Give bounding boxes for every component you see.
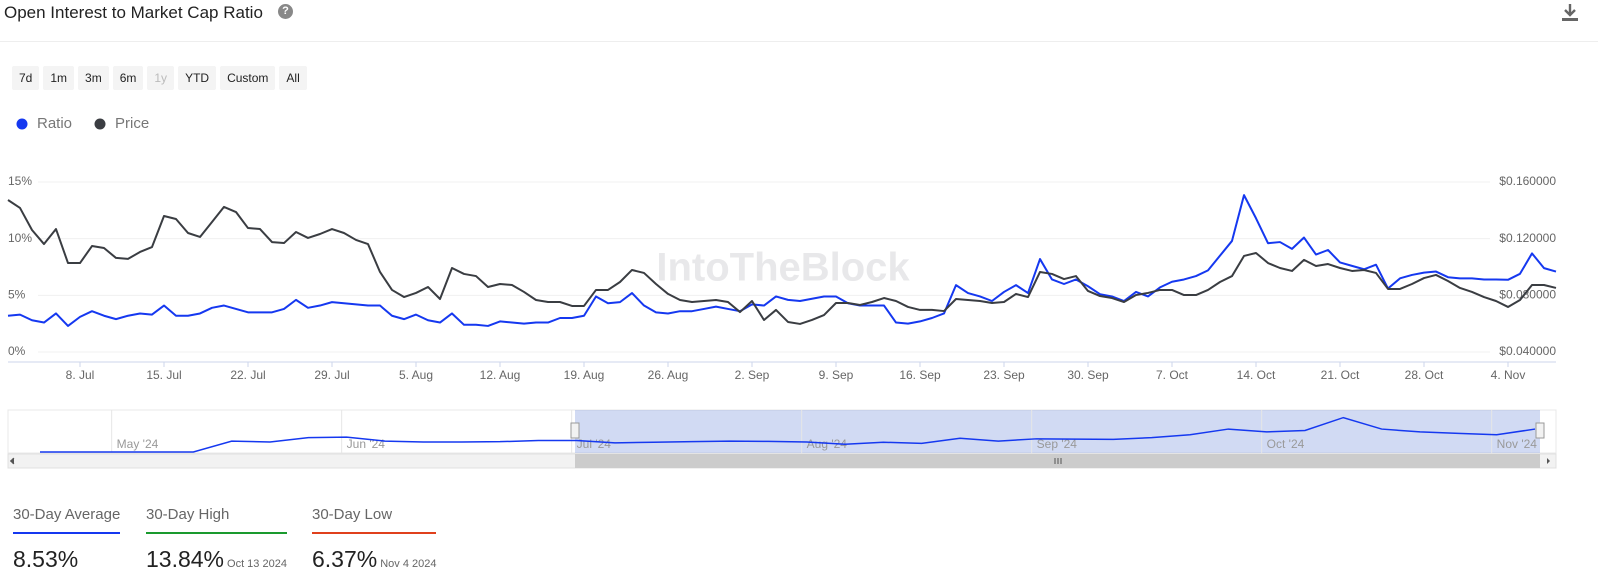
navigator-label: Aug '24 [807, 437, 848, 451]
range-button[interactable]: YTD [178, 66, 217, 90]
x-tick-label: 15. Jul [146, 368, 181, 382]
navigator-selection[interactable] [575, 410, 1540, 453]
scrollbar-grip [1054, 458, 1062, 464]
x-tick-label: 23. Sep [983, 368, 1025, 382]
legend-marker [94, 118, 106, 130]
x-tick-label: 8. Jul [66, 368, 95, 382]
legend-label: Price [115, 115, 149, 132]
legend-label: Ratio [37, 115, 72, 132]
x-tick-label: 5. Aug [399, 368, 433, 382]
stat-label: 30-Day High [146, 506, 287, 534]
y-tick-label: 5% [8, 288, 26, 302]
navigator-line [40, 416, 1536, 453]
stat-number: 13.84% [146, 546, 225, 572]
chart: IntoTheBlock 0% 5% 10% 15% $0.040000 $0.080000… [7, 115, 1557, 469]
stat-label: 30-Day Low [312, 506, 437, 534]
y2-tick-label: $0.080000 [1499, 288, 1556, 302]
x-tick-label: 9. Sep [819, 368, 854, 382]
stat-label: 30-Day Average [13, 506, 121, 534]
navigator-label: Sep '24 [1037, 437, 1078, 451]
legend-marker [16, 118, 28, 130]
series-line [7, 194, 1557, 327]
x-tick-label: 26. Aug [648, 368, 689, 382]
x-tick-label: 2. Sep [735, 368, 770, 382]
y-tick-label: 0% [8, 344, 26, 358]
range-button: 1y [147, 66, 175, 90]
x-tick-label: 29. Jul [314, 368, 349, 382]
help-icon[interactable]: ? [278, 4, 293, 19]
download-icon[interactable] [1560, 2, 1580, 24]
x-tick-label: 22. Jul [230, 368, 265, 382]
x-tick-label: 21. Oct [1321, 368, 1360, 382]
y-tick-label: 15% [8, 174, 32, 188]
range-button[interactable]: 1m [43, 66, 75, 90]
stat-date: Oct 13 2024 [227, 558, 287, 570]
stat: 30-Day Average 8.53% [13, 506, 121, 573]
stat: 30-Day High 13.84% Oct 13 2024 [146, 506, 287, 573]
x-tick-label: 12. Aug [480, 368, 521, 382]
x-tick-label: 16. Sep [899, 368, 941, 382]
y2-tick-label: $0.160000 [1499, 174, 1556, 188]
x-tick-label: 14. Oct [1237, 368, 1276, 382]
range-button[interactable]: 6m [112, 66, 144, 90]
x-tick-label: 4. Nov [1491, 368, 1526, 382]
range-button[interactable]: 7d [12, 66, 40, 90]
scroll-left-arrow[interactable] [10, 458, 13, 464]
series-line [7, 199, 1557, 325]
scroll-right[interactable] [1547, 458, 1550, 464]
stat-value: 13.84% Oct 13 2024 [146, 546, 287, 573]
y-tick-label: 10% [8, 231, 32, 245]
x-tick-label: 19. Aug [564, 368, 605, 382]
x-tick-label: 28. Oct [1405, 368, 1444, 382]
x-tick-label: 7. Oct [1156, 368, 1189, 382]
navigator-handle[interactable] [570, 422, 580, 439]
watermark: IntoTheBlock [656, 246, 910, 290]
navigator-handle[interactable] [1535, 422, 1545, 439]
stat-number: 6.37% [312, 546, 378, 572]
stat-number: 8.53% [13, 546, 79, 572]
navigator-label: Oct '24 [1267, 437, 1305, 451]
separator [0, 41, 1598, 42]
range-button[interactable]: Custom [220, 66, 276, 90]
range-button[interactable]: 3m [78, 66, 109, 90]
stat-date: Nov 4 2024 [380, 558, 437, 570]
y2-tick-label: $0.040000 [1499, 344, 1556, 358]
range-buttons: 7d 1m 3m 6m 1y YTD Custom All [12, 66, 307, 90]
y2-tick-label: $0.120000 [1499, 231, 1556, 245]
stat-value: 6.37% Nov 4 2024 [312, 546, 436, 573]
range-button[interactable]: All [279, 66, 307, 90]
stat-value: 8.53% [13, 546, 120, 573]
navigator-label: Nov '24 [1497, 437, 1538, 451]
navigator-label: May '24 [117, 437, 159, 451]
x-tick-label: 30. Sep [1067, 368, 1109, 382]
title: Open Interest to Market Cap Ratio [4, 3, 263, 22]
stat: 30-Day Low 6.37% Nov 4 2024 [312, 506, 437, 573]
navigator-label: Jul '24 [577, 437, 612, 451]
